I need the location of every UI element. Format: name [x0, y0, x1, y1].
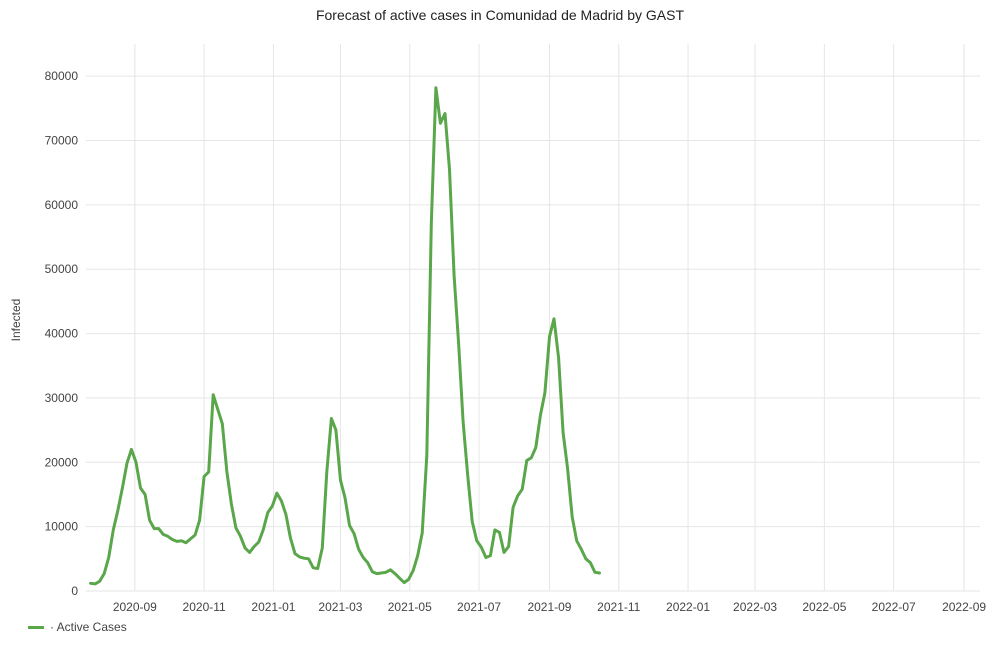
x-tick-label: 2022-03 — [733, 600, 777, 614]
y-tick-label: 70000 — [45, 134, 79, 148]
x-tick-label: 2022-01 — [666, 600, 710, 614]
active-cases-line — [89, 86, 601, 586]
y-tick-label: 60000 — [45, 198, 79, 212]
y-axis-ticks: 0 10000 20000 30000 40000 50000 60000 70000 8000… — [45, 69, 79, 598]
x-tick-label: 2020-11 — [183, 600, 226, 614]
legend-label: · Active Cases — [50, 620, 127, 634]
y-tick-label: 40000 — [45, 327, 79, 341]
x-axis-ticks: 2020-09 2020-11 2021-01 2021-03 2021-05 2021-… — [113, 600, 987, 614]
legend-swatch — [28, 625, 44, 629]
y-tick-label: 30000 — [45, 391, 79, 405]
x-tick-label: 2021-09 — [527, 600, 571, 614]
y-tick-label: 20000 — [45, 455, 79, 469]
x-tick-label: 2022-05 — [802, 600, 846, 614]
x-tick-label: 2021-03 — [318, 600, 362, 614]
chart-title: Forecast of active cases in Comunidad de… — [315, 7, 685, 23]
x-tick-label: 2021-01 — [251, 600, 295, 614]
x-tick-label: 2022-07 — [872, 600, 916, 614]
y-tick-label: 80000 — [45, 69, 79, 83]
legend[interactable]: · Active Cases — [28, 620, 127, 634]
y-tick-label: 50000 — [45, 262, 79, 276]
x-tick-label: 2021-05 — [388, 600, 432, 614]
y-tick-label: 10000 — [45, 520, 79, 534]
x-tick-label: 2020-09 — [113, 600, 157, 614]
x-tick-label: 2022-09 — [942, 600, 986, 614]
grid-lines — [86, 44, 980, 592]
series-layer — [89, 86, 601, 586]
x-tick-label: 2021-11 — [597, 600, 640, 614]
y-tick-label: 0 — [71, 584, 78, 598]
y-axis-label: Infected — [9, 299, 23, 342]
x-tick-label: 2021-07 — [457, 600, 501, 614]
